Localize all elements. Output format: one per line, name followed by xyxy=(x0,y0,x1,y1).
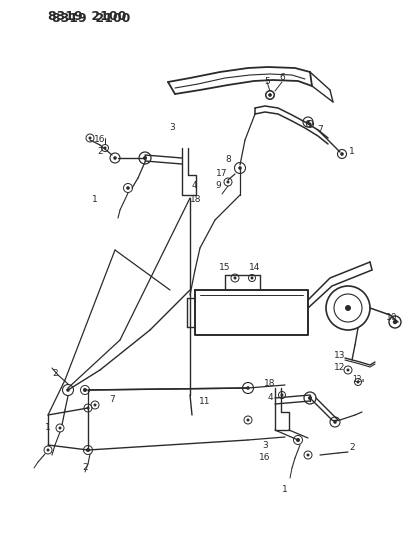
Circle shape xyxy=(126,186,130,190)
Circle shape xyxy=(268,93,271,96)
Text: 3: 3 xyxy=(262,440,268,449)
Text: 11: 11 xyxy=(199,398,211,407)
Text: 5: 5 xyxy=(264,77,270,86)
Text: 17: 17 xyxy=(216,168,228,177)
Circle shape xyxy=(246,386,250,390)
Text: 2: 2 xyxy=(349,443,355,453)
Circle shape xyxy=(306,454,310,456)
Circle shape xyxy=(251,277,253,279)
Text: 14: 14 xyxy=(249,263,261,272)
Text: 12: 12 xyxy=(334,364,346,373)
Text: 1: 1 xyxy=(45,424,51,432)
Circle shape xyxy=(306,120,310,124)
Text: 2: 2 xyxy=(52,369,58,378)
Text: 6: 6 xyxy=(279,74,285,83)
Circle shape xyxy=(104,147,106,149)
Text: 7: 7 xyxy=(317,125,323,134)
Circle shape xyxy=(93,403,97,407)
Circle shape xyxy=(246,418,250,422)
Text: 9: 9 xyxy=(215,182,221,190)
Text: 8: 8 xyxy=(225,156,231,165)
Circle shape xyxy=(333,420,337,424)
Circle shape xyxy=(226,181,229,183)
Text: 7: 7 xyxy=(109,395,115,405)
Circle shape xyxy=(143,156,147,160)
Circle shape xyxy=(296,438,300,442)
Circle shape xyxy=(83,388,87,392)
Text: 2: 2 xyxy=(82,464,88,472)
Text: 8319  2100: 8319 2100 xyxy=(48,10,126,22)
Text: 16: 16 xyxy=(259,454,271,463)
Text: 4: 4 xyxy=(267,393,273,402)
Circle shape xyxy=(233,277,237,279)
Circle shape xyxy=(393,320,397,324)
Circle shape xyxy=(86,407,89,409)
Text: 12ₐ: 12ₐ xyxy=(352,376,364,384)
Circle shape xyxy=(268,93,272,97)
Circle shape xyxy=(340,152,344,156)
Text: 10: 10 xyxy=(386,313,398,322)
Text: 2: 2 xyxy=(97,148,103,157)
Circle shape xyxy=(308,123,311,125)
Text: 1: 1 xyxy=(349,148,355,157)
Text: 8319  2100: 8319 2100 xyxy=(52,12,131,25)
Circle shape xyxy=(58,426,62,430)
Circle shape xyxy=(346,368,350,372)
Circle shape xyxy=(113,156,117,160)
Text: 3: 3 xyxy=(169,124,175,133)
Circle shape xyxy=(345,305,351,311)
Text: 4: 4 xyxy=(191,181,197,190)
Text: 15: 15 xyxy=(219,263,231,272)
Circle shape xyxy=(47,448,49,451)
Text: 18: 18 xyxy=(264,379,276,389)
Text: 1: 1 xyxy=(92,196,98,205)
Text: 16: 16 xyxy=(94,135,106,144)
Circle shape xyxy=(357,381,359,384)
Circle shape xyxy=(86,448,90,452)
Circle shape xyxy=(281,393,284,397)
Text: 18: 18 xyxy=(190,196,202,205)
Text: 1: 1 xyxy=(282,486,288,495)
Circle shape xyxy=(308,396,312,400)
Circle shape xyxy=(238,166,242,170)
Circle shape xyxy=(66,388,70,392)
Text: 13: 13 xyxy=(334,351,346,359)
Circle shape xyxy=(89,136,91,140)
